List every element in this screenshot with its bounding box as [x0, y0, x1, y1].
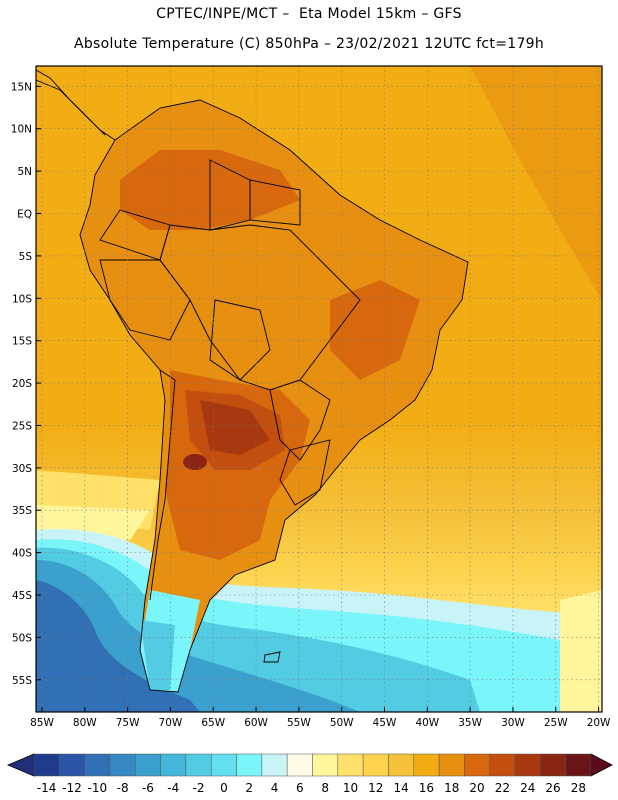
colorbar-swatch: [565, 753, 592, 777]
lat-label: 10S: [12, 293, 32, 305]
colorbar-swatch: [312, 753, 339, 777]
colorbar-label: 0: [220, 781, 228, 795]
lat-label: 55S: [12, 675, 32, 687]
colorbar-swatch: [109, 753, 136, 777]
pale-atlantic-zone: [560, 590, 602, 712]
lon-label: 45W: [373, 717, 397, 729]
colorbar-swatch: [33, 753, 60, 777]
lon-label: 50W: [330, 717, 354, 729]
hot-zone-24: [200, 400, 270, 455]
lon-label: 40W: [415, 717, 439, 729]
colorbar-label: 22: [495, 781, 510, 795]
lon-label: 35W: [458, 717, 482, 729]
colorbar-label: -10: [87, 781, 107, 795]
colorbar-label: -2: [193, 781, 205, 795]
lat-label: 50S: [12, 632, 32, 644]
colorbar-label: 6: [296, 781, 304, 795]
colorbar-label: 12: [368, 781, 383, 795]
colorbar-swatch: [362, 753, 389, 777]
lon-label: 55W: [287, 717, 311, 729]
longitude-labels: 85W 80W 75W 70W 65W 60W 55W 50W 45W 40W 35W 30W 25W 2…: [30, 717, 611, 729]
warm-east-zone: [330, 280, 420, 380]
lon-label: 25W: [544, 717, 568, 729]
lat-label: 15S: [12, 336, 32, 348]
colorbar-label: 24: [520, 781, 535, 795]
colorbar-label: 14: [393, 781, 408, 795]
colorbar-swatch: [438, 753, 465, 777]
colorbar-swatch: [286, 753, 313, 777]
colorbar-swatch: [514, 753, 541, 777]
latitude-labels: 15N 10N 5N EQ 5S 10S 15S 20S 25S 30S 35S 40S 45S 50S 5…: [11, 81, 33, 686]
colorbar-label: 8: [321, 781, 329, 795]
chart-title-line-1: CPTEC/INPE/MCT – Eta Model 15km – GFS: [156, 6, 462, 22]
lon-label: 85W: [30, 717, 54, 729]
cold-zone-m6: [36, 580, 200, 712]
colorbar-swatch: [413, 753, 440, 777]
lon-label: 80W: [73, 717, 97, 729]
colorbar-swatch: [84, 753, 111, 777]
lat-label: 45S: [12, 590, 32, 602]
lon-label: 70W: [159, 717, 183, 729]
colorbar-swatch: [489, 753, 516, 777]
falklands-outline: [263, 651, 281, 663]
colorbar-swatch: [236, 753, 263, 777]
colorbar-swatch: [388, 753, 415, 777]
colorbar-label: -12: [62, 781, 82, 795]
lon-label: 30W: [501, 717, 525, 729]
colorbar-label: 2: [245, 781, 253, 795]
lat-label: 25S: [12, 420, 32, 432]
colorbar-label: 26: [545, 781, 560, 795]
colorbar-swatch: [464, 753, 490, 777]
lat-label: 5N: [17, 166, 32, 178]
colorbar-low-arrow: [6, 753, 35, 777]
colorbar-swatch: [337, 753, 364, 777]
hot-zone-26: [183, 454, 207, 470]
colorbar-swatch: [540, 753, 566, 777]
colorbar: -14 -12 -10 -8 -6 -4 -2 0 2 4 6 8 10 12 14 16 18 20 22 24 26…: [6, 753, 613, 795]
colorbar-high-arrow: [590, 753, 613, 777]
colorbar-swatch: [59, 753, 85, 777]
chart-title-line-2: Absolute Temperature (C) 850hPa – 23/02/…: [73, 36, 545, 52]
country-borders: [79, 99, 469, 693]
colorbar-label: 4: [271, 781, 279, 795]
colorbar-label: 28: [571, 781, 586, 795]
lon-label: 60W: [244, 717, 268, 729]
lat-label: 35S: [12, 505, 32, 517]
colorbar-swatch: [160, 753, 187, 777]
colorbar-label: 16: [419, 781, 434, 795]
colorbar-label: 20: [469, 781, 484, 795]
colorbar-label: 10: [343, 781, 358, 795]
lat-label: 10N: [11, 124, 32, 136]
colorbar-label: -6: [142, 781, 154, 795]
lat-label: 20S: [12, 378, 32, 390]
lat-label: 15N: [11, 81, 32, 93]
colorbar-label: -8: [117, 781, 129, 795]
map-field: [36, 66, 602, 712]
lat-label: 30S: [12, 463, 32, 475]
lat-label: 5S: [19, 251, 33, 263]
lat-label: 40S: [12, 548, 32, 560]
colorbar-swatch: [135, 753, 161, 777]
colorbar-label: -14: [37, 781, 57, 795]
lon-label: 75W: [116, 717, 140, 729]
colorbar-swatch: [261, 753, 288, 777]
graticule: [36, 66, 602, 712]
lon-label: 20W: [587, 717, 611, 729]
lat-label: EQ: [17, 209, 32, 221]
lon-label: 65W: [201, 717, 225, 729]
map-frame: [35, 65, 603, 713]
colorbar-label: 18: [444, 781, 459, 795]
colorbar-swatch: [185, 753, 212, 777]
warm-atlantic-zone: [470, 66, 602, 300]
colorbar-label: -4: [167, 781, 179, 795]
colorbar-swatch: [210, 753, 237, 777]
